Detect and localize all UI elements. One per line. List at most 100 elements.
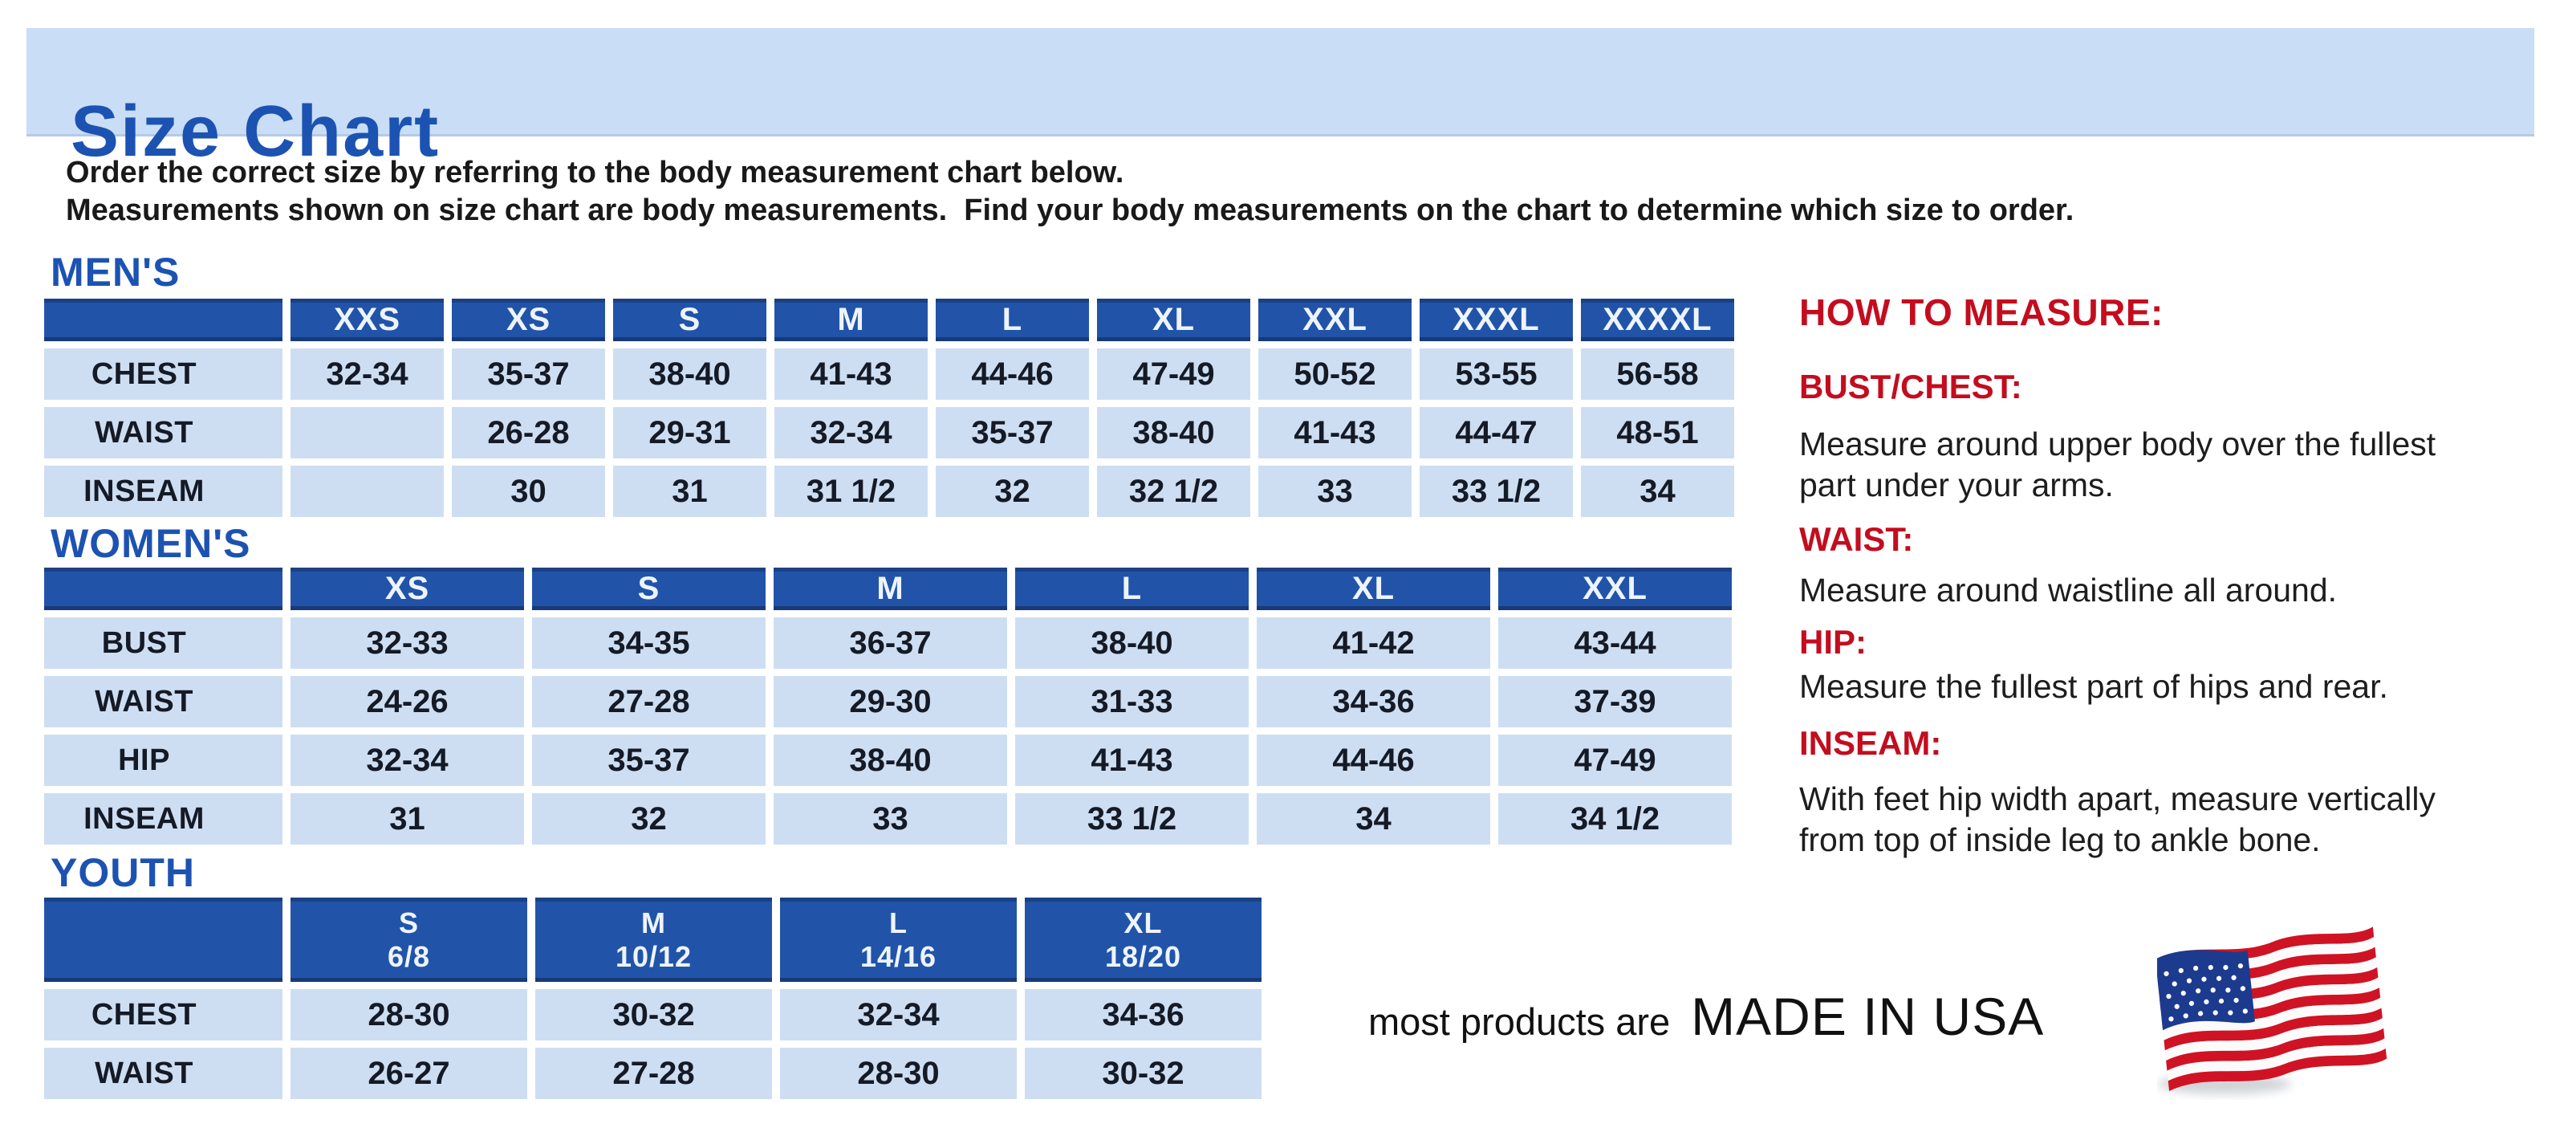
how-to-measure-title: HOW TO MEASURE: [1799,291,2164,333]
size-value-cell: 31-33 [1015,676,1249,727]
size-value-cell: 28-30 [780,1048,1017,1099]
youth-size-range: 10/12 [615,939,693,973]
size-value-cell: 36-37 [774,617,1007,669]
size-header-cell: XXXXL [1581,299,1734,341]
womens-size-table: XS S M L XL XXL BUST 32-33 34-35 36-37 3… [44,568,1732,845]
size-value-cell: 47-49 [1097,348,1250,400]
size-header-cell: XS [452,299,605,341]
size-value-cell: 35-37 [532,735,766,786]
size-header-cell: XXL [1498,568,1732,610]
size-header-cell: S 6/8 [291,898,527,982]
size-value-cell: 34 1/2 [1498,793,1732,845]
us-flag-icon [2155,923,2394,1100]
youth-size-range: 18/20 [1104,939,1182,973]
size-value-cell [291,407,444,458]
size-header-cell: L 14/16 [780,898,1017,982]
size-value-cell: 27-28 [532,676,766,727]
size-value-cell: 35-37 [452,348,605,400]
size-value-cell: 26-28 [452,407,605,458]
size-value-cell: 31 [291,793,524,845]
size-value-cell: 34-36 [1025,989,1262,1040]
size-value-cell: 41-43 [1258,407,1412,458]
row-label: WAIST [44,1048,282,1099]
measure-heading-bust-chest: BUST/CHEST: [1799,368,2022,405]
row-label: CHEST [44,989,282,1040]
size-header-cell: XXS [291,299,444,341]
youth-size-label: M [641,906,666,939]
size-value-cell: 44-47 [1420,407,1573,458]
size-header-cell: L [1015,568,1249,610]
size-header-cell: XXXL [1420,299,1573,341]
row-label: HIP [44,735,282,786]
measure-text-inseam: With feet hip width apart, measure verti… [1799,780,2436,858]
size-value-cell: 26-27 [291,1048,527,1099]
size-value-cell: 38-40 [613,348,766,400]
size-value-cell: 29-30 [774,676,1007,727]
size-value-cell: 41-42 [1257,617,1490,669]
size-header-cell: M 10/12 [535,898,772,982]
size-header-cell: M [774,299,928,341]
size-value-cell: 31 [613,466,766,517]
youth-size-label: S [398,906,419,939]
size-value-cell: 33 1/2 [1015,793,1249,845]
row-label: INSEAM [44,793,282,845]
row-label: BUST [44,617,282,669]
size-value-cell: 50-52 [1258,348,1412,400]
mens-section-heading: MEN'S [51,250,181,295]
row-label: WAIST [44,407,282,458]
size-value-cell: 47-49 [1498,735,1732,786]
size-value-cell: 38-40 [774,735,1007,786]
row-label: CHEST [44,348,282,400]
size-value-cell: 41-43 [1015,735,1249,786]
size-value-cell: 34 [1257,793,1490,845]
youth-size-range: 14/16 [859,939,937,973]
measure-heading-hip: HIP: [1799,623,1867,661]
page-title: Size Chart [71,92,441,173]
size-header-cell: XL [1097,299,1250,341]
size-value-cell: 30-32 [1025,1048,1262,1099]
title-banner: Size Chart [26,28,2534,172]
size-value-cell: 31 1/2 [774,466,928,517]
intro-text: Order the correct size by referring to t… [66,154,2074,230]
table-corner-cell [44,898,282,982]
size-value-cell: 33 [1258,466,1412,517]
size-value-cell: 43-44 [1498,617,1732,669]
size-value-cell: 44-46 [1257,735,1490,786]
measure-heading-waist: WAIST: [1799,520,1914,558]
size-value-cell: 32-34 [774,407,928,458]
youth-size-range: 6/8 [387,939,431,973]
size-value-cell: 32-33 [291,617,524,669]
measure-text-bust-chest: Measure around upper body over the fulle… [1799,426,2436,503]
size-header-cell: S [532,568,766,610]
size-value-cell: 34 [1581,466,1734,517]
measure-text-hip: Measure the fullest part of hips and rea… [1799,668,2388,705]
size-value-cell: 33 [774,793,1007,845]
size-value-cell: 44-46 [936,348,1089,400]
measure-text-waist: Measure around waistline all around. [1799,572,2338,609]
size-header-cell: L [936,299,1089,341]
size-value-cell: 29-31 [613,407,766,458]
intro-line-1: Order the correct size by referring to t… [66,156,1124,189]
size-header-cell: M [774,568,1007,610]
size-header-cell: XXL [1258,299,1412,341]
size-value-cell: 48-51 [1581,407,1734,458]
size-value-cell: 32-34 [291,735,524,786]
size-header-cell: XL 18/20 [1025,898,1262,982]
size-value-cell: 35-37 [936,407,1089,458]
size-value-cell: 28-30 [291,989,527,1040]
table-corner-cell [44,568,282,610]
row-label: INSEAM [44,466,282,517]
mens-size-table: XXS XS S M L XL XXL XXXL XXXXL CHEST 32-… [44,299,1734,517]
size-value-cell: 32 [936,466,1089,517]
size-header-cell: S [613,299,766,341]
size-value-cell: 34-36 [1257,676,1490,727]
intro-line-2: Measurements shown on size chart are bod… [66,193,2074,227]
size-value-cell: 32-34 [291,348,444,400]
youth-size-label: L [889,906,908,939]
size-value-cell: 32 1/2 [1097,466,1250,517]
made-in-usa-text: MADE IN USA [1691,987,2045,1046]
size-value-cell: 33 1/2 [1420,466,1573,517]
youth-size-table: S 6/8 M 10/12 L 14/16 XL 18/20 CHEST 28-… [44,898,1262,1099]
youth-size-label: XL [1123,906,1163,939]
